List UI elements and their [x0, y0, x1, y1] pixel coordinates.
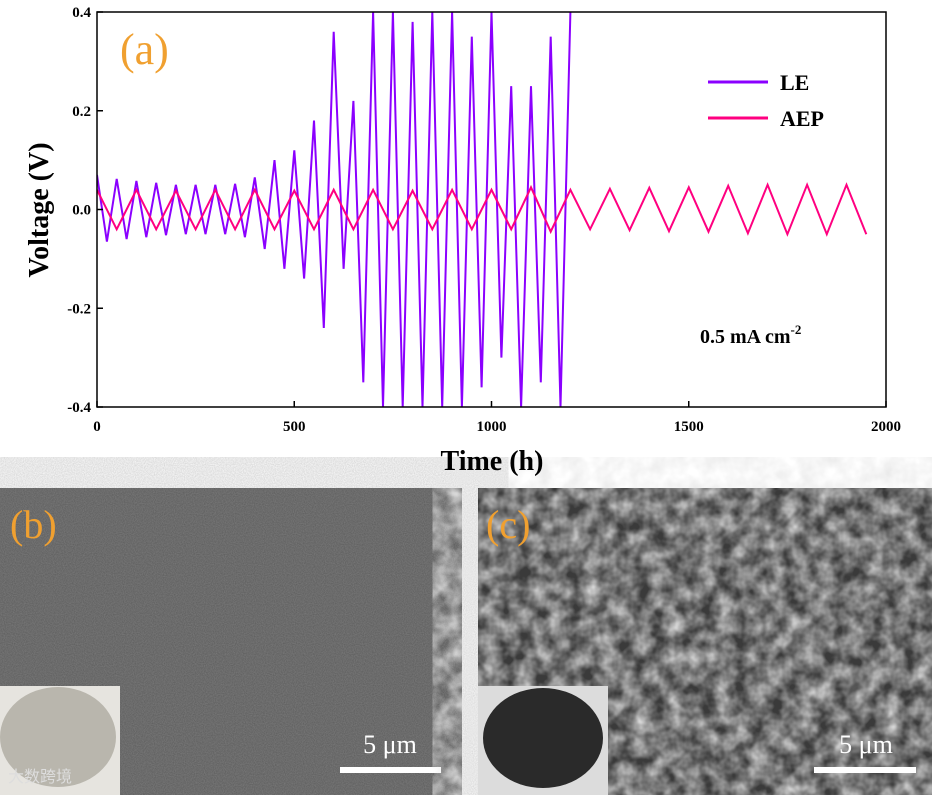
x-tick-label: 2000: [871, 419, 901, 435]
annotation-text: 0.5 mA cm: [700, 326, 791, 348]
panel-label-b: (b): [10, 502, 57, 547]
y-tick-label: -0.2: [67, 301, 91, 317]
legend-label: AEP: [780, 106, 824, 131]
x-tick-label: 1500: [674, 419, 704, 435]
inset-disc-b: [0, 687, 116, 787]
x-tick-label: 0: [93, 419, 101, 435]
series-line: [97, 182, 868, 237]
x-axis-label: Time (h): [441, 446, 544, 477]
x-tick-label: 1000: [477, 419, 507, 435]
inset-disc-c: [483, 688, 603, 788]
y-tick-label: 0.2: [72, 104, 91, 120]
plot-area: [97, 12, 868, 407]
scale-label-c: 5 μm: [839, 730, 893, 759]
panel-label-c: (c): [486, 502, 530, 547]
y-axis-label: Voltage (V): [24, 142, 55, 277]
legend-label: LE: [780, 70, 809, 95]
y-tick-label: 0.0: [72, 203, 91, 219]
x-tick-label: 500: [283, 419, 306, 435]
panel-label-a: (a): [120, 25, 169, 74]
annotation-superscript: -2: [791, 322, 802, 337]
series-line: [97, 12, 572, 407]
y-tick-label: 0.4: [72, 5, 91, 21]
watermark: 大数跨境: [8, 767, 72, 786]
y-tick-label: -0.4: [67, 400, 91, 416]
annotation: 0.5 mA cm-2: [700, 322, 801, 348]
scale-label-b: 5 μm: [363, 730, 417, 759]
